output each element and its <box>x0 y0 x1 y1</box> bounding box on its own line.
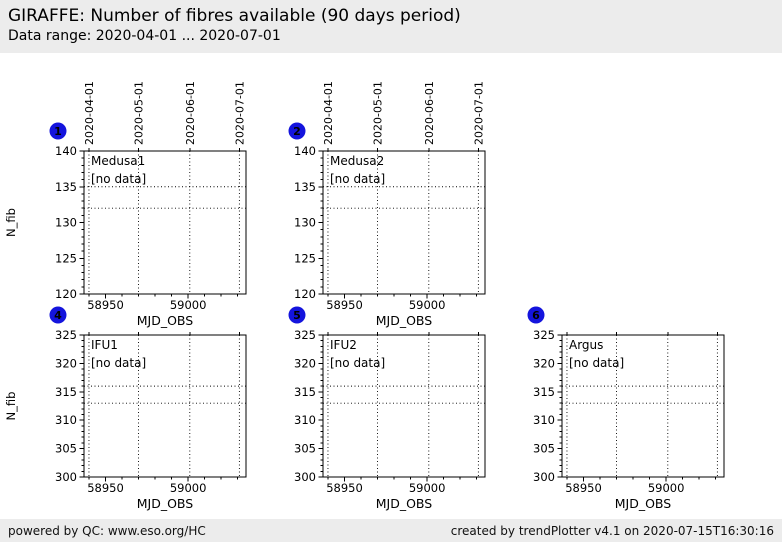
no-data-label: [no data] <box>569 356 624 370</box>
plot-anchor-circle <box>527 306 545 324</box>
x-axis-label: MJD_OBS <box>376 313 433 328</box>
date-tick-label: 2020-05-01 <box>372 81 385 145</box>
x-axis-label: MJD_OBS <box>137 313 194 328</box>
panel-title: IFU2 <box>330 338 357 352</box>
x-axis-label: MJD_OBS <box>376 496 433 511</box>
y-tick-label: 125 <box>294 251 316 265</box>
y-tick-label: 305 <box>533 442 555 456</box>
x-tick-label: 59000 <box>170 481 207 495</box>
date-tick-label: 2020-07-01 <box>233 81 246 145</box>
x-tick-label: 59000 <box>409 298 446 312</box>
plot-area <box>84 151 246 294</box>
footer-powered-by: powered by QC: www.eso.org/HC <box>8 523 206 538</box>
footer-created-by: created by trendPlotter v4.1 on 2020-07-… <box>450 523 774 538</box>
y-tick-label: 320 <box>533 356 555 370</box>
y-tick-label: 320 <box>294 356 316 370</box>
data-range-subtitle: Data range: 2020-04-01 ... 2020-07-01 <box>8 28 281 44</box>
x-axis-label: MJD_OBS <box>615 496 672 511</box>
plot-anchor-6[interactable]: 6 <box>527 306 545 324</box>
plot-anchor-circle <box>288 306 306 324</box>
plot-area <box>84 335 246 477</box>
y-tick-label: 315 <box>55 385 77 399</box>
y-tick-label: 130 <box>55 216 77 230</box>
y-tick-label: 135 <box>294 180 316 194</box>
plot-area <box>562 335 724 477</box>
y-tick-label: 310 <box>533 413 555 427</box>
y-tick-label: 120 <box>294 287 316 301</box>
y-tick-label: 120 <box>55 287 77 301</box>
x-tick-label: 59000 <box>648 481 685 495</box>
plot-anchor-number: 6 <box>532 309 540 322</box>
plot-anchor-5[interactable]: 5 <box>288 306 306 324</box>
panel-title: Argus <box>569 338 603 352</box>
plot-panel-argus: 300 305 310 315 320 325 58950 59000 Argus [no dat… <box>527 306 725 511</box>
plot-anchor-circle <box>288 122 306 140</box>
y-tick-label: 300 <box>294 470 316 484</box>
y-tick-label: 125 <box>55 251 77 265</box>
report-footer: powered by QC: www.eso.org/HC created by… <box>0 519 782 542</box>
y-tick-label: 300 <box>55 470 77 484</box>
x-axis-label: MJD_OBS <box>137 496 194 511</box>
y-tick-label: 130 <box>294 216 316 230</box>
x-tick-label: 58950 <box>565 481 602 495</box>
y-axis-label: N_fib <box>4 208 18 237</box>
y-axis-label: N_fib <box>4 392 18 421</box>
y-tick-label: 135 <box>55 180 77 194</box>
y-tick-label: 140 <box>55 144 77 158</box>
y-tick-label: 320 <box>55 356 77 370</box>
date-tick-label: 2020-04-01 <box>322 81 335 145</box>
panel-title: Medusa1 <box>91 154 145 168</box>
plot-anchor-number: 2 <box>293 125 301 138</box>
x-tick-label: 58950 <box>326 298 363 312</box>
x-tick-label: 58950 <box>326 481 363 495</box>
no-data-label: [no data] <box>330 172 385 186</box>
y-tick-label: 325 <box>294 328 316 342</box>
date-tick-label: 2020-06-01 <box>423 81 436 145</box>
plot-anchor-circle <box>49 306 67 324</box>
plot-panel-medusa2: 120 125 130 135 140 58950 59000 2020-04-01 2020-… <box>288 81 486 328</box>
y-tick-label: 325 <box>533 328 555 342</box>
page-title: GIRAFFE: Number of fibres available (90 … <box>8 6 461 26</box>
date-tick-label: 2020-07-01 <box>472 81 485 145</box>
y-tick-label: 305 <box>294 442 316 456</box>
plot-area <box>323 335 485 477</box>
y-tick-label: 315 <box>294 385 316 399</box>
x-tick-label: 58950 <box>87 481 124 495</box>
plot-anchor-number: 4 <box>54 309 62 322</box>
plot-anchor-number: 5 <box>293 309 301 322</box>
plot-frame <box>322 334 486 478</box>
plot-anchor-4[interactable]: 4 <box>49 306 67 324</box>
y-tick-label: 315 <box>533 385 555 399</box>
plot-frame <box>83 334 247 478</box>
no-data-label: [no data] <box>91 172 146 186</box>
date-tick-label: 2020-05-01 <box>133 81 146 145</box>
y-tick-label: 305 <box>55 442 77 456</box>
plot-frame <box>561 334 725 478</box>
y-tick-label: 310 <box>55 413 77 427</box>
plot-area <box>323 151 485 294</box>
plot-anchor-circle <box>49 122 67 140</box>
date-tick-label: 2020-06-01 <box>184 81 197 145</box>
date-tick-label: 2020-04-01 <box>83 81 96 145</box>
plot-panel-medusa1: 120 125 130 135 140 58950 59000 2020-04-01 2020-… <box>4 81 247 328</box>
panel-title: Medusa2 <box>330 154 384 168</box>
no-data-label: [no data] <box>91 356 146 370</box>
plot-panel-ifu2: 300 305 310 315 320 325 58950 59000 IFU2 [no data… <box>288 306 486 511</box>
y-tick-label: 325 <box>55 328 77 342</box>
plot-anchor-number: 1 <box>54 125 62 138</box>
x-tick-label: 58950 <box>87 298 124 312</box>
no-data-label: [no data] <box>330 356 385 370</box>
report-header: GIRAFFE: Number of fibres available (90 … <box>0 0 782 53</box>
y-tick-label: 140 <box>294 144 316 158</box>
panel-title: IFU1 <box>91 338 118 352</box>
x-tick-label: 59000 <box>409 481 446 495</box>
x-tick-label: 59000 <box>170 298 207 312</box>
plot-panel-ifu1: 300 305 310 315 320 325 58950 59000 IFU1 [no data… <box>4 306 247 511</box>
y-tick-label: 300 <box>533 470 555 484</box>
plot-anchor-1[interactable]: 1 <box>49 122 67 140</box>
y-tick-label: 310 <box>294 413 316 427</box>
plot-anchor-2[interactable]: 2 <box>288 122 306 140</box>
